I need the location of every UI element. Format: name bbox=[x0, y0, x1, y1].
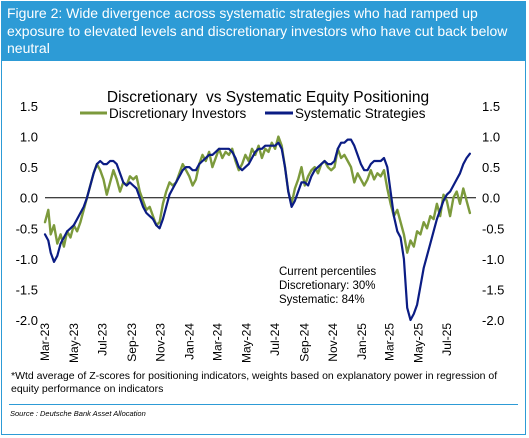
y-tick-label-left: 1.5 bbox=[20, 99, 38, 114]
x-tick-label: Jan-24 bbox=[182, 323, 196, 360]
y-tick-label-left: -1.0 bbox=[16, 252, 38, 267]
x-tick-label: Mar-24 bbox=[211, 323, 225, 361]
x-tick-label: Nov-24 bbox=[326, 323, 340, 362]
figure-caption: Figure 2: Wide divergence across systema… bbox=[7, 5, 508, 56]
y-tick-label-left: -0.5 bbox=[16, 221, 38, 236]
y-axis-left: 1.5 1.0 0.5 0.0 -0.5 -1.0 -1.5 -2.0 bbox=[16, 99, 38, 328]
y-tick-label-right: -2.0 bbox=[482, 313, 504, 328]
x-tick-label: Jul-25 bbox=[440, 323, 454, 356]
y-tick-label-left: -2.0 bbox=[16, 313, 38, 328]
chart-title: Discretionary vs Systematic Equity Posit… bbox=[107, 89, 429, 106]
series-line-discretionary bbox=[43, 135, 472, 254]
x-tick-label: Jul-24 bbox=[268, 323, 282, 356]
y-tick-label-right: 0.5 bbox=[482, 160, 500, 175]
y-tick-label-left: 0.0 bbox=[20, 191, 38, 206]
x-tick-label: May-24 bbox=[239, 323, 253, 363]
annotation-line-1: Current percentiles bbox=[279, 266, 376, 278]
x-tick-label: May-23 bbox=[67, 323, 81, 363]
x-tick-label: May-25 bbox=[411, 323, 425, 363]
percentile-annotation: Current percentiles Discretionary: 30% S… bbox=[279, 266, 376, 306]
x-tick-label: Mar-25 bbox=[383, 323, 397, 361]
y-tick-label-left: 0.5 bbox=[20, 160, 38, 175]
x-axis: Mar-23 May-23 Jul-23 Sep-23 Nov-23 Jan-24 Mar-… bbox=[38, 197, 476, 363]
x-tick-label: Sep-24 bbox=[297, 323, 311, 362]
x-tick-label: Jan-25 bbox=[355, 323, 369, 360]
y-tick-label-left: 1.0 bbox=[20, 130, 38, 145]
y-tick-label-right: -1.5 bbox=[482, 282, 504, 297]
y-tick-label-left: -1.5 bbox=[16, 282, 38, 297]
x-tick-label: Sep-23 bbox=[125, 323, 139, 362]
y-tick-label-right: 1.5 bbox=[482, 99, 500, 114]
x-tick-label: Jul-23 bbox=[96, 323, 110, 356]
annotation-line-3: Systematic: 84% bbox=[279, 294, 365, 306]
series-layer bbox=[43, 135, 472, 322]
legend: Discretionary Investors Systematic Strat… bbox=[80, 106, 426, 121]
legend-label-systematic: Systematic Strategies bbox=[295, 106, 426, 121]
y-tick-label-right: -0.5 bbox=[482, 221, 504, 236]
legend-label-discretionary: Discretionary Investors bbox=[109, 106, 247, 121]
y-axis-right: 1.5 1.0 0.5 0.0 -0.5 -1.0 -1.5 -2.0 bbox=[482, 99, 504, 328]
source-divider bbox=[9, 404, 518, 405]
y-tick-label-right: 1.0 bbox=[482, 130, 500, 145]
y-tick-label-right: 0.0 bbox=[482, 191, 500, 206]
annotation-line-2: Discretionary: 30% bbox=[279, 280, 376, 292]
x-tick-label: Mar-23 bbox=[38, 323, 52, 361]
caption-bar: Figure 2: Wide divergence across systema… bbox=[1, 1, 526, 61]
series-line-systematic bbox=[43, 138, 471, 322]
footnote: *Wtd average of Z-scores for positioning… bbox=[11, 370, 498, 395]
x-tick-label: Nov-23 bbox=[154, 323, 168, 362]
y-tick-label-right: -1.0 bbox=[482, 252, 504, 267]
source-note: Source : Deutsche Bank Asset Allocation bbox=[10, 409, 146, 418]
